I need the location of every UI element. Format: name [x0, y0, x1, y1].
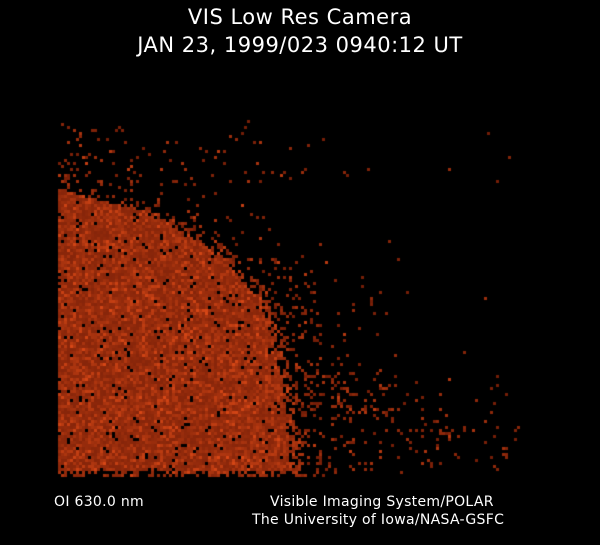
- image-title: VIS Low Res Camera: [187, 5, 413, 29]
- image-timestamp: JAN 23, 1999/023 0940:12 UT: [137, 33, 463, 57]
- credit-line-2: The University of Iowa/NASA-GSFC: [252, 512, 505, 528]
- filter-label: OI 630.0 nm: [54, 494, 144, 510]
- credit-line-1: Visible Imaging System/POLAR: [270, 494, 494, 510]
